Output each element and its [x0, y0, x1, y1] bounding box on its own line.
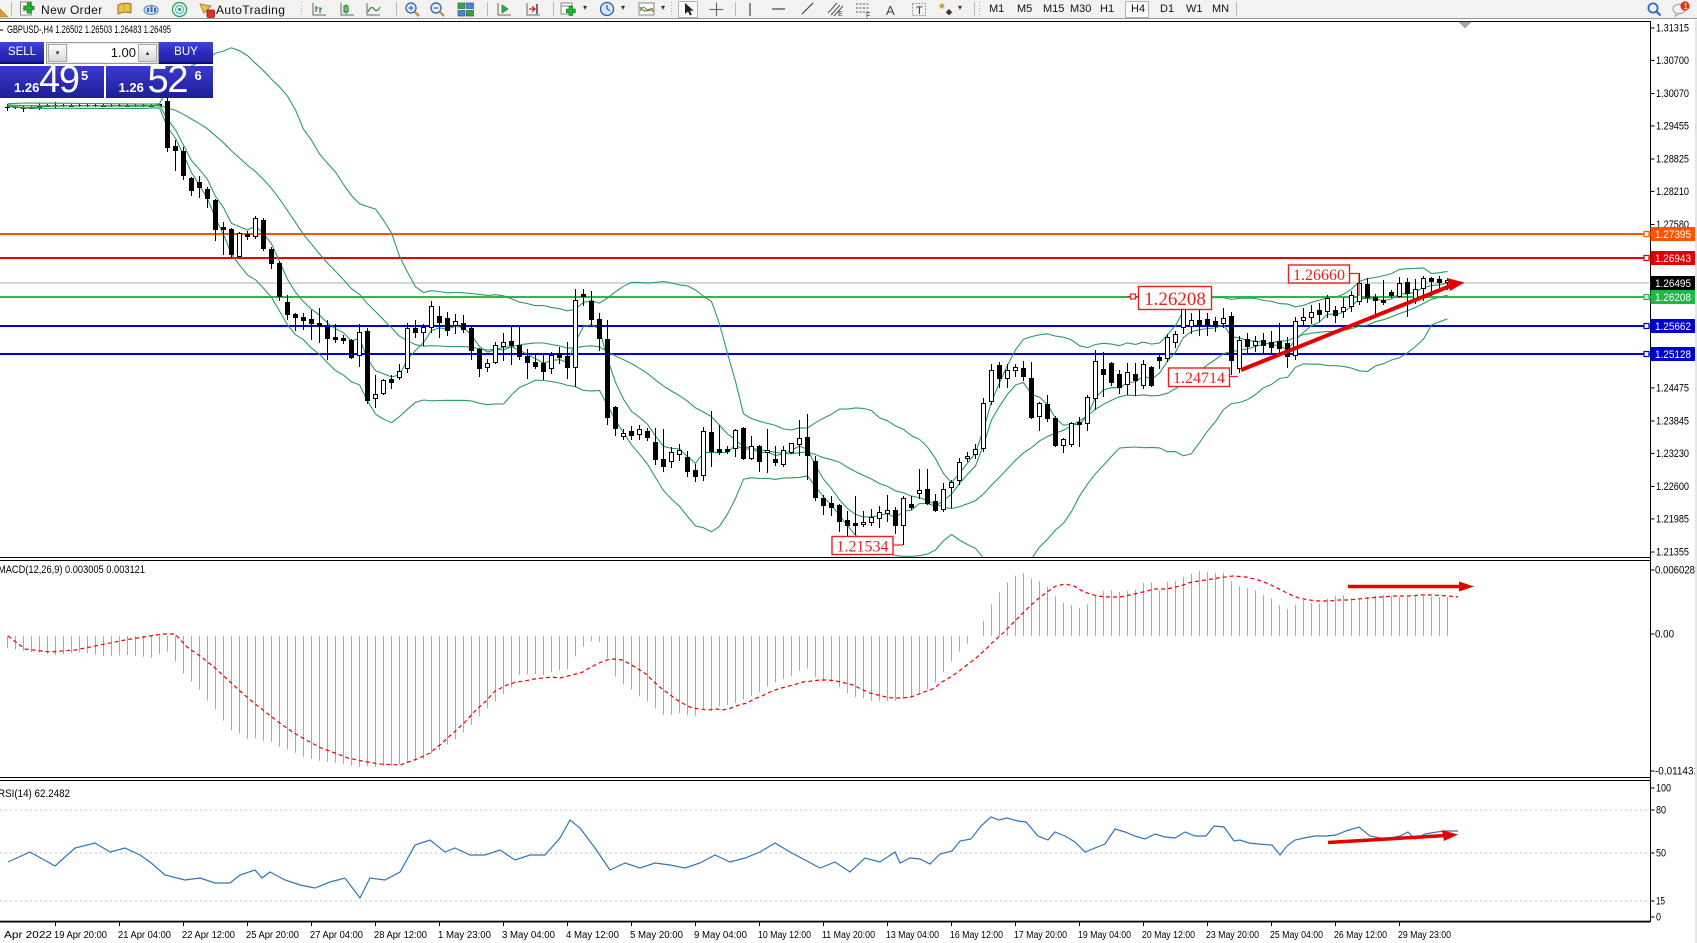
svg-text:-0.011431: -0.011431: [1655, 766, 1697, 778]
svg-text:3 May 04:00: 3 May 04:00: [502, 930, 555, 941]
svg-text:13 May 04:00: 13 May 04:00: [886, 930, 939, 941]
svg-text:0.00: 0.00: [1655, 629, 1674, 641]
svg-text:1.21534: 1.21534: [837, 538, 889, 555]
svg-text:1.21355: 1.21355: [1656, 547, 1689, 559]
svg-text:F: F: [866, 13, 870, 19]
svg-text:1.28825: 1.28825: [1656, 154, 1689, 166]
svg-text:1.22600: 1.22600: [1656, 481, 1689, 493]
svg-text:0: 0: [1656, 912, 1661, 924]
svg-text:1.26660: 1.26660: [1293, 267, 1345, 284]
svg-text:80: 80: [1656, 805, 1666, 817]
svg-text:1.25128: 1.25128: [1655, 349, 1691, 361]
svg-text:1.24714: 1.24714: [1173, 370, 1225, 387]
svg-text:22 Apr 12:00: 22 Apr 12:00: [182, 930, 235, 941]
svg-text:T: T: [916, 5, 923, 17]
svg-text:1.26208: 1.26208: [1144, 289, 1206, 310]
svg-text:10 May 12:00: 10 May 12:00: [758, 930, 811, 941]
svg-text:1.26495: 1.26495: [1655, 278, 1691, 290]
svg-text:1.27395: 1.27395: [1655, 229, 1691, 241]
svg-text:4 May 12:00: 4 May 12:00: [566, 930, 619, 941]
svg-text:9 May 04:00: 9 May 04:00: [694, 930, 747, 941]
svg-text:19 May 04:00: 19 May 04:00: [1078, 930, 1131, 941]
svg-text:29 May 23:00: 29 May 23:00: [1398, 930, 1451, 941]
svg-text:1.26208: 1.26208: [1655, 292, 1691, 304]
svg-text:11 May 20:00: 11 May 20:00: [822, 930, 875, 941]
svg-text:1.26943: 1.26943: [1655, 253, 1691, 265]
svg-text:21 Apr 04:00: 21 Apr 04:00: [118, 930, 171, 941]
svg-text:E: E: [838, 11, 843, 18]
svg-text:1.24475: 1.24475: [1656, 382, 1689, 394]
svg-text:MACD(12,26,9) 0.003005 0.00312: MACD(12,26,9) 0.003005 0.003121: [0, 564, 145, 576]
svg-text:50: 50: [1656, 848, 1666, 860]
svg-text:17 May 20:00: 17 May 20:00: [1014, 930, 1067, 941]
svg-text:0.006028: 0.006028: [1655, 565, 1695, 577]
svg-text:1.21985: 1.21985: [1656, 513, 1689, 525]
svg-text:100: 100: [1656, 783, 1671, 795]
svg-text:19 Apr 20:00: 19 Apr 20:00: [54, 930, 107, 941]
svg-text:23 May 20:00: 23 May 20:00: [1206, 930, 1259, 941]
svg-text:26 May 12:00: 26 May 12:00: [1334, 930, 1387, 941]
svg-text:1.28210: 1.28210: [1656, 186, 1689, 198]
svg-text:1.30070: 1.30070: [1656, 88, 1689, 100]
svg-text:1.25662: 1.25662: [1655, 321, 1691, 333]
svg-text:RSI(14) 62.2482: RSI(14) 62.2482: [0, 788, 70, 800]
svg-text:Apr 2022: Apr 2022: [4, 930, 53, 941]
svg-text:20 May 12:00: 20 May 12:00: [1142, 930, 1195, 941]
svg-text:1.23230: 1.23230: [1656, 448, 1689, 460]
svg-text:1.30700: 1.30700: [1656, 55, 1689, 67]
svg-text:25 Apr 20:00: 25 Apr 20:00: [246, 930, 299, 941]
svg-text:1 May 23:00: 1 May 23:00: [438, 930, 491, 941]
svg-text:27 Apr 04:00: 27 Apr 04:00: [310, 930, 363, 941]
svg-text:1.31315: 1.31315: [1656, 23, 1689, 35]
svg-text:16 May 12:00: 16 May 12:00: [950, 930, 1003, 941]
svg-text:25 May 04:00: 25 May 04:00: [1270, 930, 1323, 941]
svg-text:15: 15: [1656, 896, 1665, 908]
svg-text:1: 1: [1683, 1, 1688, 11]
svg-text:1.29455: 1.29455: [1656, 120, 1689, 132]
svg-text:GBPUSD-,H4 1.26502 1.26503 1.: GBPUSD-,H4 1.26502 1.26503 1.26483 1.264…: [7, 24, 171, 36]
svg-text:28 Apr 12:00: 28 Apr 12:00: [374, 930, 427, 941]
svg-text:5 May 20:00: 5 May 20:00: [630, 930, 683, 941]
svg-text:1.23845: 1.23845: [1656, 416, 1689, 428]
